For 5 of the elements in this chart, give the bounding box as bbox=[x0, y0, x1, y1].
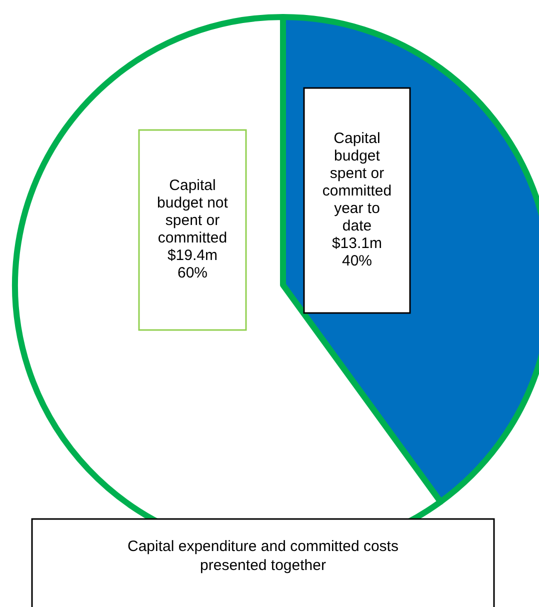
slice-label: Capital budget spent or committed year to date bbox=[322, 130, 392, 235]
data-label: $19.4m 60% bbox=[167, 247, 218, 282]
slice-label: Capital budget not spent or committed bbox=[157, 177, 229, 247]
data-label: $13.1m 40% bbox=[332, 235, 382, 270]
text: Capital expenditure and committed costs presented together bbox=[128, 538, 398, 574]
